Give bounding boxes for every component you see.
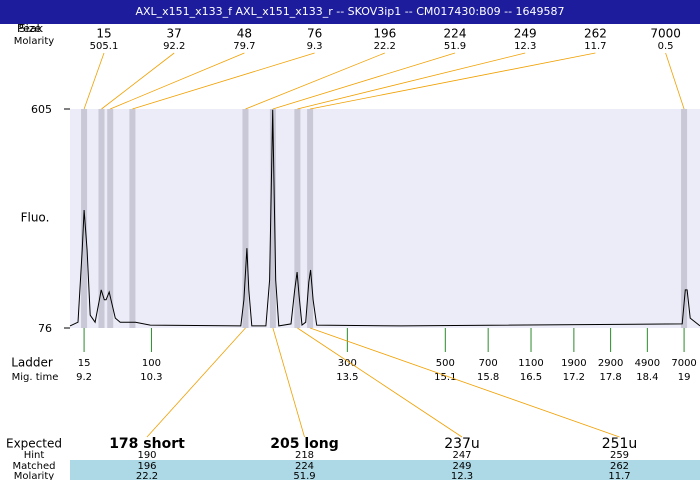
- peak-link: [245, 52, 385, 110]
- expected-molarity: 51.9: [293, 471, 315, 480]
- ladder-size: 15: [78, 358, 91, 369]
- peak-molarity: 79.7: [233, 41, 255, 52]
- mig-time: 15.8: [477, 372, 499, 383]
- peak-band: [107, 109, 114, 328]
- expected-row-label: Hint: [24, 450, 45, 461]
- mig-time: 18.4: [636, 372, 658, 383]
- y-axis-label: Fluo.: [21, 211, 50, 225]
- peak-link: [132, 52, 315, 110]
- molarity-row-label: Molarity: [14, 36, 54, 47]
- expected-link: [297, 327, 463, 438]
- expected-name: 178 short: [109, 436, 185, 452]
- peak-band: [242, 109, 249, 328]
- chart-title: AXL_x151_x133_f AXL_x151_x133_r -- SKOV3…: [135, 5, 564, 18]
- expected-name: 237u: [444, 436, 480, 452]
- peak-molarity: 92.2: [163, 41, 185, 52]
- hint: 259: [610, 450, 629, 461]
- ladder-size: 500: [436, 358, 455, 369]
- peak-band: [98, 109, 105, 328]
- peak-molarity: 11.7: [584, 41, 606, 52]
- expected-link: [309, 327, 620, 438]
- peak-molarity: 22.2: [374, 41, 396, 52]
- hint: 218: [295, 450, 314, 461]
- expected-molarity: 12.3: [451, 471, 473, 480]
- ladder-size: 7000: [671, 358, 696, 369]
- expected-name: 251u: [602, 436, 638, 452]
- peak-molarity: 12.3: [514, 41, 536, 52]
- y-tick-label: 605: [31, 103, 52, 116]
- peak-band: [681, 109, 688, 328]
- peak-size: 15: [96, 27, 111, 41]
- peak-size: 7000: [650, 27, 681, 41]
- mig-time: 17.8: [599, 372, 621, 383]
- hint: 247: [452, 450, 471, 461]
- peak-molarity: 505.1: [90, 41, 119, 52]
- ladder-size: 700: [479, 358, 498, 369]
- y-tick-label: 76: [38, 322, 52, 335]
- matched: 262: [610, 461, 629, 472]
- peak-molarity: 0.5: [658, 41, 674, 52]
- peak-link: [110, 52, 245, 110]
- mig-time: 15.1: [434, 372, 456, 383]
- mig-time: 13.5: [336, 372, 358, 383]
- expected-row-label: Matched: [12, 461, 55, 472]
- peak-molarity: 9.3: [307, 41, 323, 52]
- expected-molarity: 22.2: [136, 471, 158, 480]
- peak-link: [101, 52, 175, 110]
- peak-size: 224: [444, 27, 467, 41]
- size-row-label: Size: [19, 22, 42, 35]
- peak-band: [307, 109, 314, 328]
- expected-name: 205 long: [270, 436, 339, 452]
- mig-time: 10.3: [140, 372, 162, 383]
- hint: 190: [137, 450, 156, 461]
- peak-size: 37: [167, 27, 182, 41]
- peak-band: [269, 109, 276, 328]
- mig-time: 17.2: [563, 372, 585, 383]
- peak-row-label: Peak: [17, 22, 44, 35]
- peak-size: 262: [584, 27, 607, 41]
- ladder-size: 100: [142, 358, 161, 369]
- ladder-size: 300: [338, 358, 357, 369]
- peak-link: [665, 52, 685, 110]
- ladder-row-label: Ladder: [11, 356, 53, 370]
- ladder-size: 4900: [635, 358, 660, 369]
- title-bar: [0, 0, 700, 24]
- ladder-size: 1100: [518, 358, 543, 369]
- matched: 249: [452, 461, 471, 472]
- matched-band: [70, 460, 700, 480]
- expected-row-label: Expected: [6, 437, 62, 451]
- peak-molarity: 51.9: [444, 41, 466, 52]
- plot-area: [70, 109, 700, 328]
- ladder-size: 2900: [598, 358, 623, 369]
- expected-link: [272, 327, 305, 438]
- expected-link: [146, 327, 246, 438]
- mig-time-row-label: Mig. time: [12, 372, 59, 383]
- peak-link: [297, 52, 526, 110]
- peak-size: 48: [237, 27, 252, 41]
- peak-link: [272, 52, 456, 110]
- ladder-size: 1900: [561, 358, 586, 369]
- mig-time: 19: [678, 372, 691, 383]
- expected-molarity: 11.7: [608, 471, 630, 480]
- peak-band: [294, 109, 301, 328]
- matched: 196: [137, 461, 156, 472]
- peak-link: [83, 52, 105, 110]
- mig-time: 16.5: [520, 372, 542, 383]
- mig-time: 9.2: [76, 372, 92, 383]
- matched: 224: [295, 461, 314, 472]
- peak-band: [129, 109, 136, 328]
- peak-size: 196: [373, 27, 396, 41]
- expected-row-label: Molarity: [14, 471, 54, 480]
- peak-link: [310, 52, 596, 110]
- peak-size: 76: [307, 27, 322, 41]
- trace: [69, 109, 700, 327]
- peak-size: 249: [514, 27, 537, 41]
